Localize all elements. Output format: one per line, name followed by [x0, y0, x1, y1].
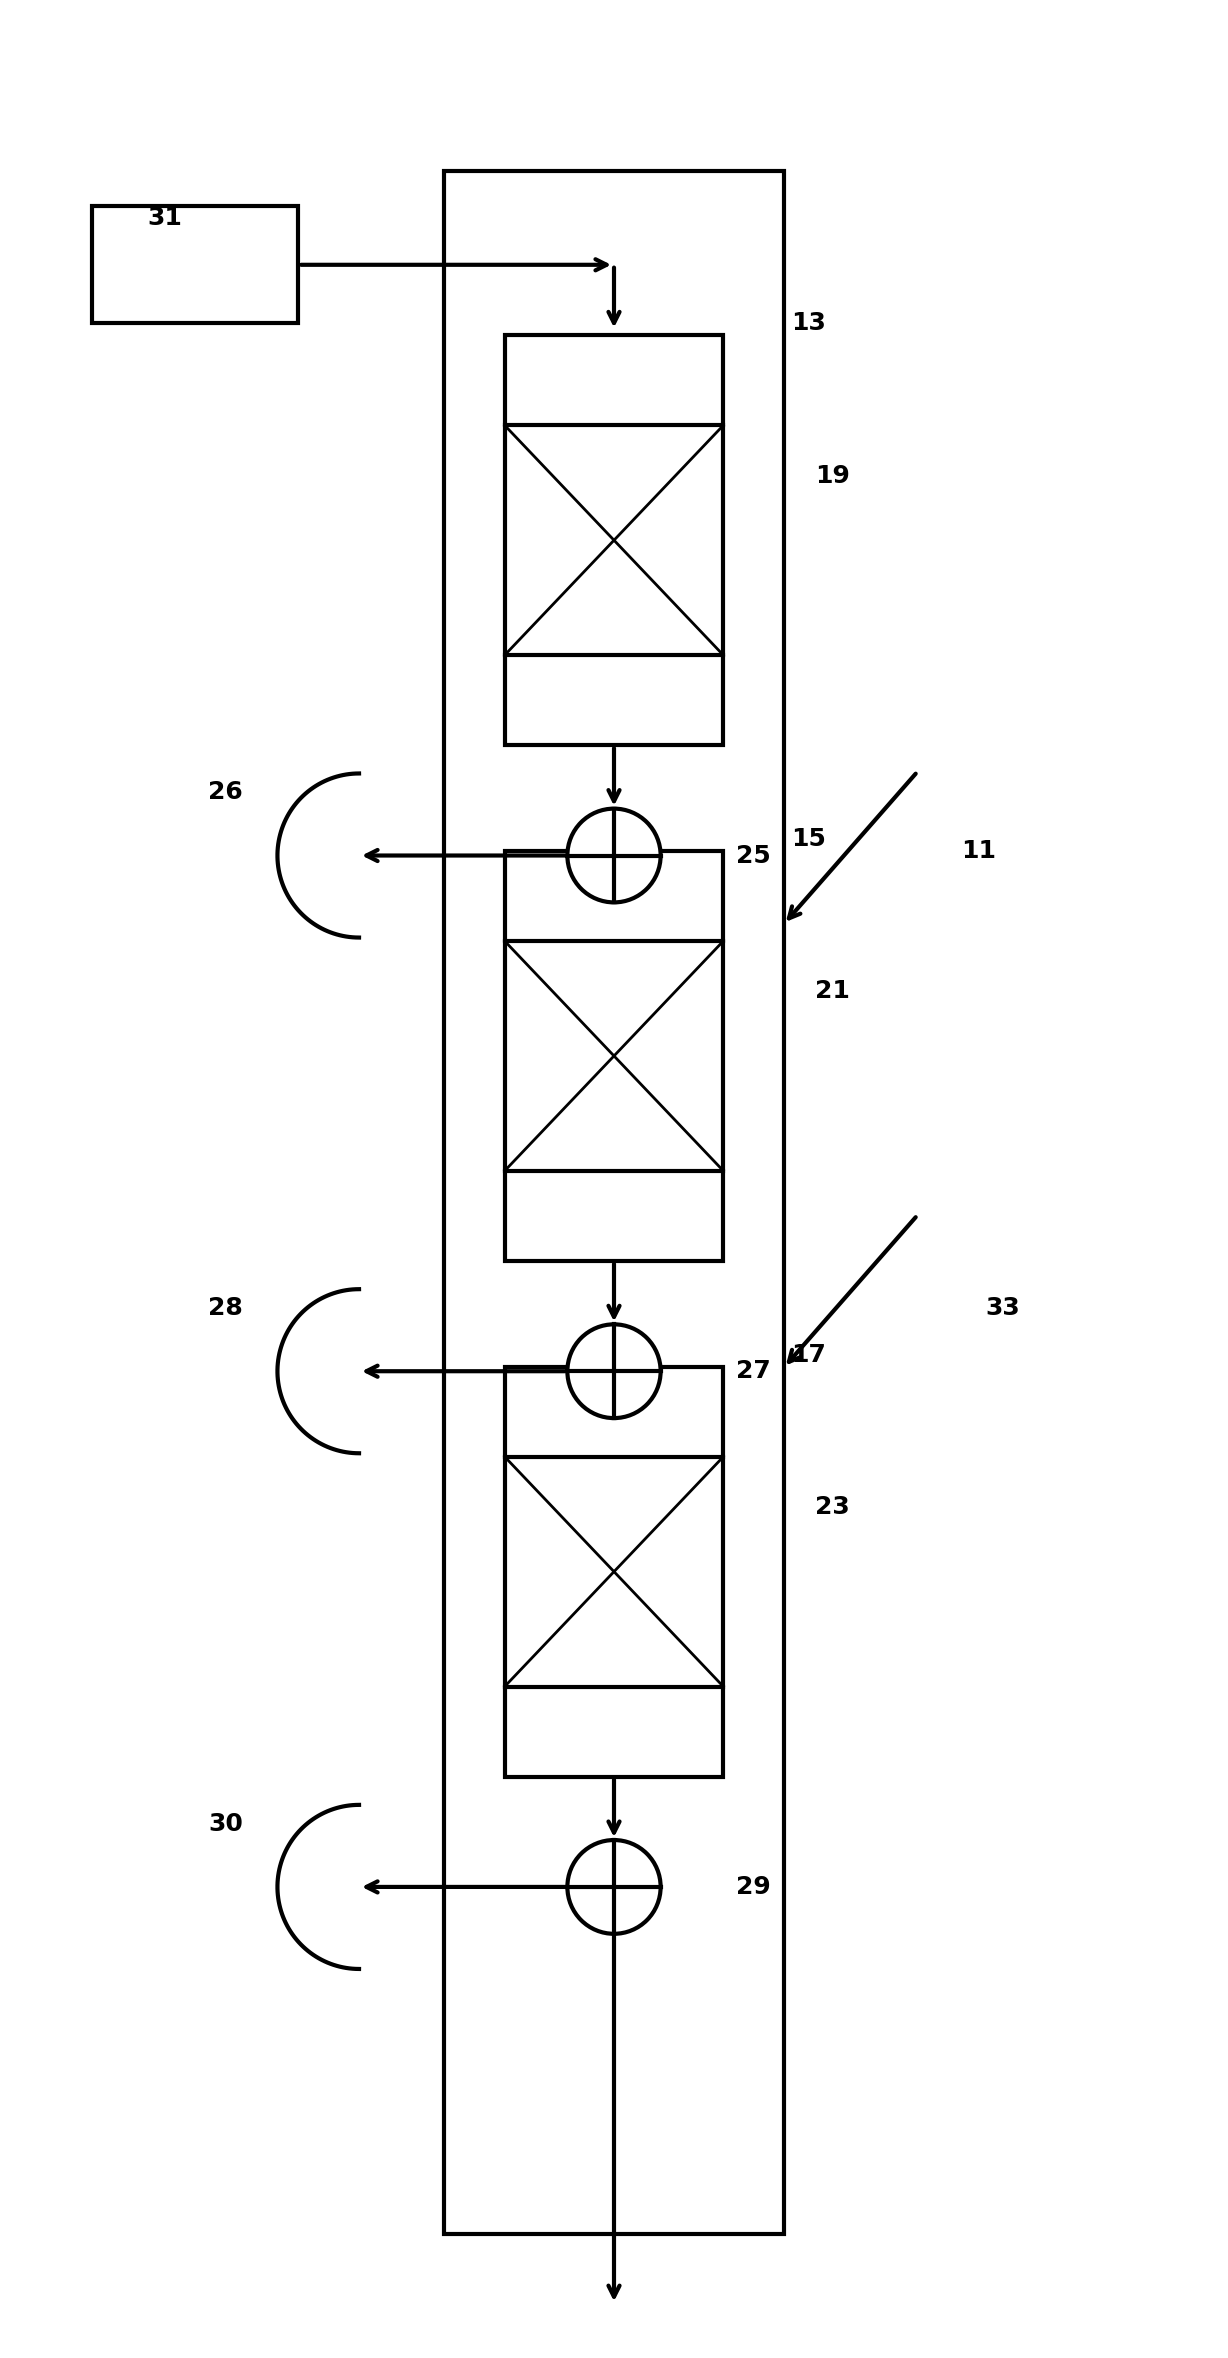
Bar: [445, 172, 783, 2233]
Ellipse shape: [567, 1839, 661, 1934]
Text: 29: 29: [737, 1875, 771, 1898]
Text: 30: 30: [208, 1811, 243, 1835]
Text: 19: 19: [815, 465, 850, 488]
Text: 17: 17: [791, 1342, 825, 1368]
Bar: [505, 335, 723, 745]
Bar: [505, 1368, 723, 1776]
Text: 33: 33: [985, 1297, 1020, 1320]
Text: 31: 31: [147, 205, 182, 231]
Text: 23: 23: [815, 1495, 850, 1519]
Ellipse shape: [567, 809, 661, 903]
Text: 28: 28: [208, 1297, 243, 1320]
Bar: [92, 205, 298, 323]
Ellipse shape: [567, 1325, 661, 1417]
Text: 25: 25: [737, 844, 771, 868]
Bar: [505, 851, 723, 1262]
Text: 26: 26: [208, 780, 243, 804]
Text: 13: 13: [791, 311, 825, 335]
Text: 27: 27: [737, 1358, 771, 1384]
Text: 21: 21: [815, 979, 850, 1005]
Text: 11: 11: [960, 839, 996, 863]
Text: 15: 15: [791, 828, 825, 851]
